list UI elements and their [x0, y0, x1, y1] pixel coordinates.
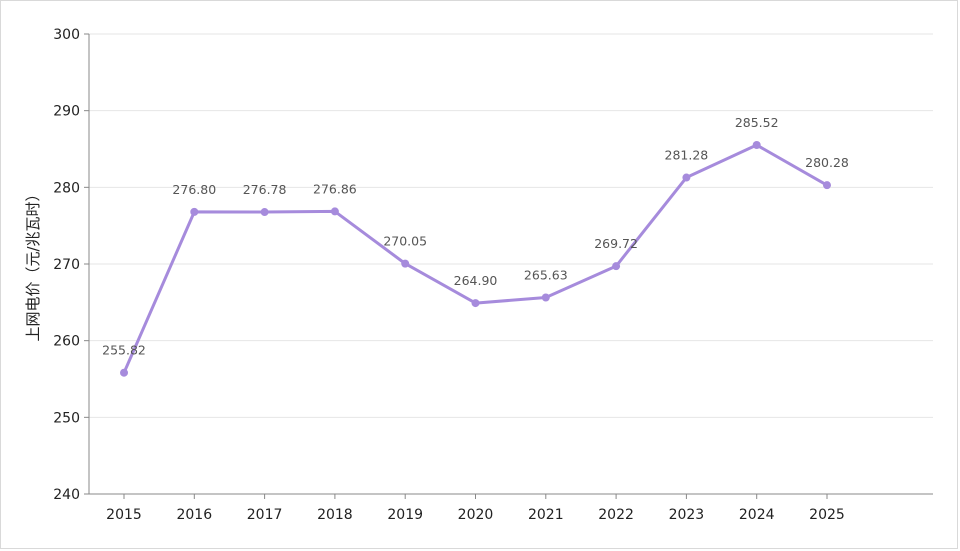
y-tick-labels: 240 250 260 270 280 290 300: [53, 27, 80, 503]
data-point: [682, 173, 691, 182]
y-axis-label: 上网电价（元/兆瓦时）: [24, 186, 42, 341]
y-tick-label: 270: [53, 257, 80, 273]
data-point: [471, 299, 480, 308]
data-label: 276.86: [313, 181, 357, 196]
data-point: [823, 181, 831, 190]
data-point: [541, 293, 550, 302]
y-tick-label: 300: [53, 27, 80, 43]
data-label: 285.52: [735, 115, 779, 130]
x-tick-label: 2024: [739, 507, 775, 523]
data-point: [752, 141, 761, 150]
data-point: [612, 262, 621, 271]
data-label: 281.28: [665, 148, 709, 163]
data-point: [330, 207, 339, 216]
data-label: 265.63: [524, 268, 568, 283]
data-points: [120, 141, 831, 377]
x-tick-label: 2017: [247, 507, 283, 523]
x-tick-label: 2016: [176, 507, 212, 523]
x-tick-label: 2022: [598, 507, 634, 523]
y-tick-label: 280: [53, 180, 80, 196]
series-line: [122, 143, 828, 374]
data-point: [260, 208, 269, 217]
data-label: 264.90: [454, 273, 498, 288]
data-point: [401, 259, 410, 268]
x-tick-label: 2018: [317, 507, 353, 523]
data-label: 280.28: [805, 155, 849, 170]
y-tick-label: 260: [53, 334, 80, 350]
data-label: 276.78: [243, 182, 287, 197]
x-tick-labels: 2015 2016 2017 2018 2019 2020 2021 2022 2023 2024…: [106, 494, 845, 523]
y-tick-label: 250: [53, 410, 80, 426]
x-tick-label: 2025: [809, 507, 845, 523]
y-tick-label: 240: [53, 487, 80, 503]
data-label: 255.82: [102, 343, 146, 358]
data-label: 276.80: [172, 182, 216, 197]
x-tick-label: 2020: [458, 507, 494, 523]
data-point: [120, 368, 128, 377]
gridlines: [84, 33, 933, 495]
x-tick-label: 2015: [106, 507, 142, 523]
x-tick-label: 2019: [387, 507, 423, 523]
axes: [88, 34, 933, 495]
data-label: 270.05: [383, 234, 427, 249]
data-point: [190, 207, 199, 216]
y-tick-label: 290: [53, 104, 80, 120]
x-tick-label: 2023: [669, 507, 705, 523]
x-tick-label: 2021: [528, 507, 564, 523]
data-label: 269.72: [594, 236, 638, 251]
data-labels: 255.82 276.80 276.78 276.86 270.05 264.90 265.…: [102, 115, 849, 358]
